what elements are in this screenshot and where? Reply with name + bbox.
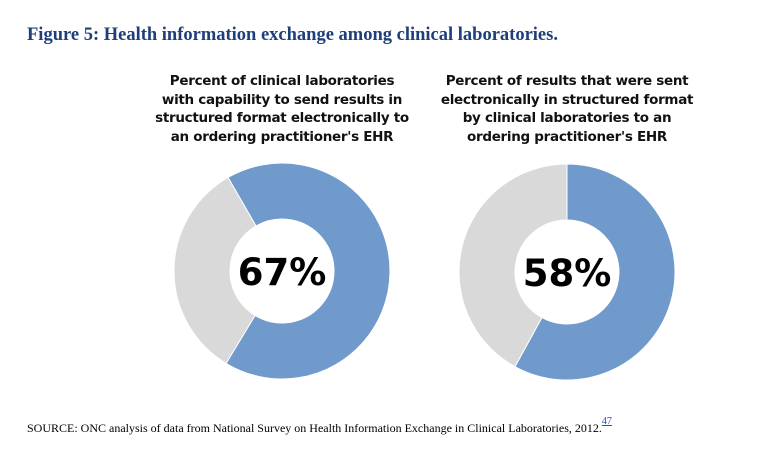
- figure-title: Figure 5: Health information exchange am…: [27, 25, 558, 45]
- donut-1-center-label: 58%: [523, 252, 612, 295]
- donut-0-center-label: 67%: [238, 251, 327, 294]
- source-note: SOURCE: ONC analysis of data from Nation…: [27, 416, 612, 436]
- chart-title-right: Percent of results that were sent electr…: [440, 73, 694, 145]
- donut-1-slice-no: [458, 163, 568, 368]
- chart-title-left: Percent of clinical laboratories with ca…: [155, 73, 409, 145]
- donut-0-slice-no: [173, 176, 257, 365]
- source-text: SOURCE: ONC analysis of data from Nation…: [27, 421, 602, 435]
- footnote-link[interactable]: 47: [601, 416, 612, 427]
- donut-0-slice-yes: [225, 162, 391, 380]
- donut-1-slice-yes: [514, 163, 676, 381]
